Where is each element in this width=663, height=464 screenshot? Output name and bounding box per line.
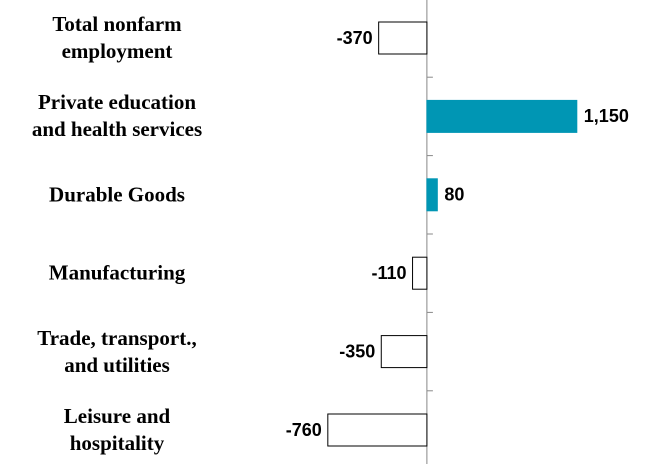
category-label: Private education and health services <box>31 90 203 142</box>
value-label: -370 <box>337 28 373 48</box>
bar <box>327 413 428 447</box>
value-label: -110 <box>372 263 407 283</box>
bar <box>426 99 578 133</box>
category-label: Leisure and hospitality <box>63 404 171 455</box>
value-label: -760 <box>286 420 322 440</box>
bar <box>426 178 438 212</box>
bar <box>380 335 428 369</box>
category-label: Total nonfarm employment <box>52 12 182 63</box>
category-label: Manufacturing <box>48 260 186 285</box>
value-label: 1,150 <box>584 106 629 126</box>
category-label: Durable Goods <box>49 182 185 207</box>
category-label: Trade, transport., and utilities <box>37 325 197 377</box>
bar <box>412 256 428 290</box>
value-label: -350 <box>339 341 375 361</box>
bar <box>378 21 428 55</box>
value-label: 80 <box>444 185 464 205</box>
